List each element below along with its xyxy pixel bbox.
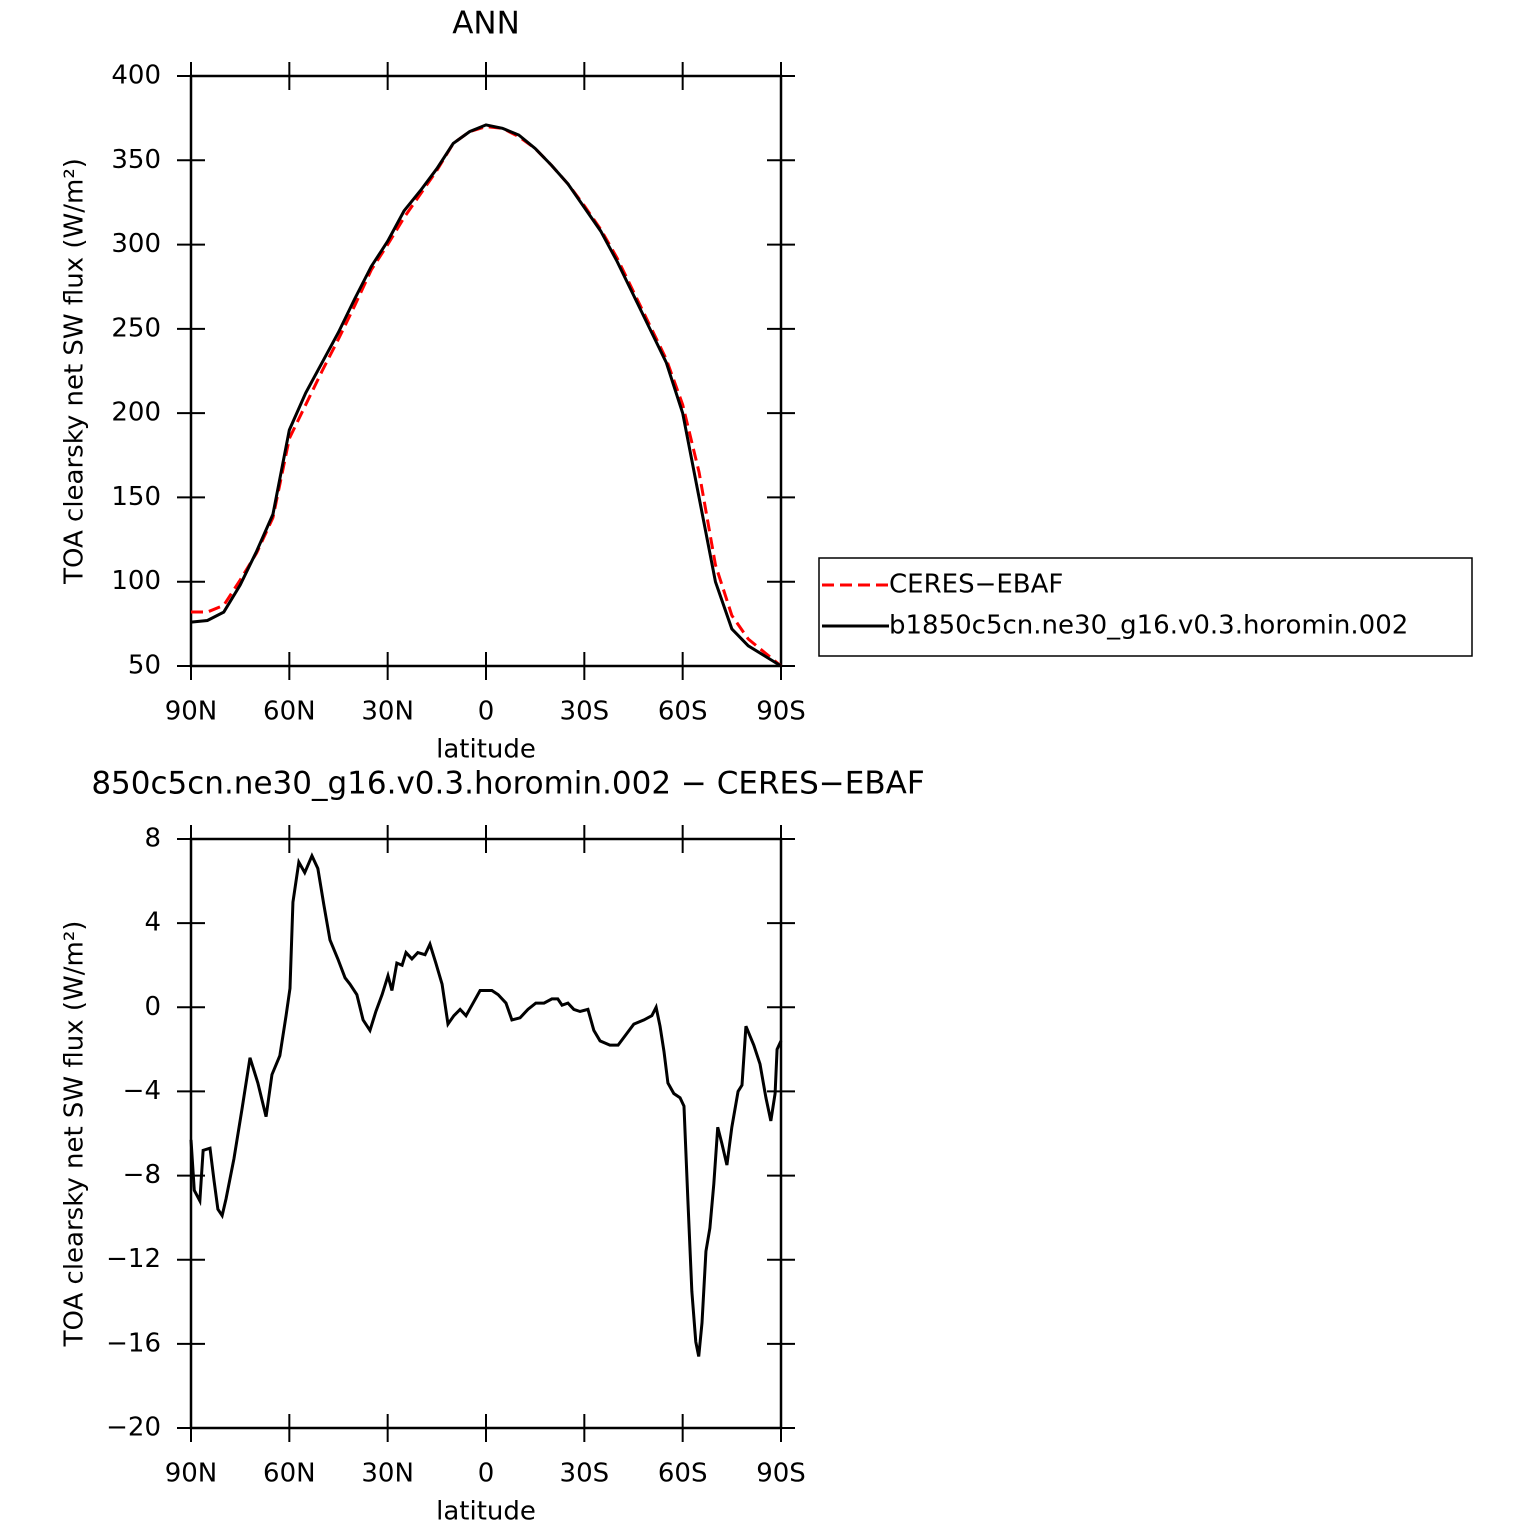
y-tick-label: −4 (123, 1076, 161, 1106)
x-axis-label: latitude (436, 735, 536, 765)
x-axis-label: latitude (436, 1497, 536, 1527)
y-axis-label: TOA clearsky net SW flux (W/m²) (60, 921, 90, 1348)
y-tick-label: 8 (144, 824, 161, 854)
y-tick-label: 150 (111, 482, 161, 512)
legend-box (818, 557, 1473, 657)
y-tick-label: −12 (106, 1244, 161, 1274)
y-tick-label: 4 (144, 908, 161, 938)
x-tick-label: 90N (165, 1459, 218, 1489)
plot-frame (189, 837, 783, 1430)
x-tick-label: 60S (658, 1459, 708, 1489)
x-tick-label: 60N (263, 697, 316, 727)
legend-label: CERES−EBAF (889, 570, 1063, 600)
x-tick-label: 0 (478, 697, 495, 727)
y-tick-label: 300 (111, 229, 161, 259)
plot-frame (189, 74, 783, 668)
y-tick-label: −16 (106, 1328, 161, 1358)
data-line (191, 125, 782, 668)
y-tick-label: 0 (144, 992, 161, 1022)
y-axis-label: TOA clearsky net SW flux (W/m²) (60, 158, 90, 585)
y-tick-label: 350 (111, 145, 161, 175)
x-tick-label: 30N (361, 1459, 414, 1489)
data-line (190, 123, 782, 668)
x-tick-label: 90S (756, 1459, 806, 1489)
y-tick-label: 100 (111, 566, 161, 596)
chart-title: ANN (452, 6, 520, 42)
chart-title: 850c5cn.ne30_g16.v0.3.horomin.002 − CERE… (91, 766, 924, 802)
data-line (189, 852, 783, 1357)
x-tick-label: 90N (165, 697, 218, 727)
x-tick-label: 90S (756, 697, 806, 727)
x-tick-label: 0 (478, 1459, 495, 1489)
x-tick-label: 30S (560, 697, 610, 727)
legend-label: b1850c5cn.ne30_g16.v0.3.horomin.002 (889, 611, 1408, 641)
y-tick-label: −8 (123, 1160, 161, 1190)
y-tick-label: 200 (111, 398, 161, 428)
x-tick-label: 30S (560, 1459, 610, 1489)
y-tick-label: 50 (128, 651, 161, 681)
y-tick-label: −20 (106, 1413, 161, 1443)
x-tick-label: 30N (361, 697, 414, 727)
y-tick-label: 250 (111, 313, 161, 343)
x-tick-label: 60S (658, 697, 708, 727)
y-tick-label: 400 (111, 61, 161, 91)
x-tick-label: 60N (263, 1459, 316, 1489)
